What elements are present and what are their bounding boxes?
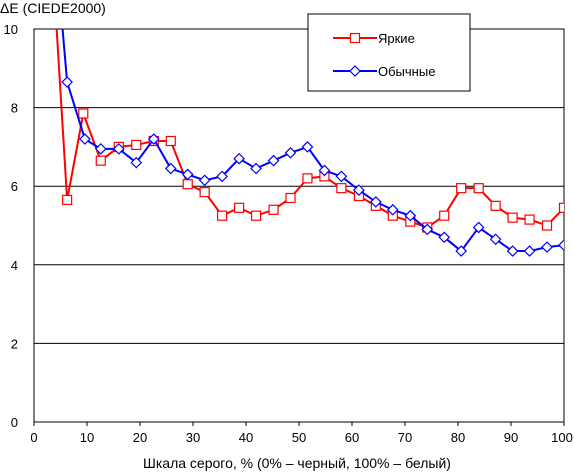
data-point <box>131 139 142 151</box>
data-point <box>285 192 296 204</box>
y-axis-ticks: 0 2 4 6 8 10 <box>4 22 18 430</box>
x-tick-label: 60 <box>345 430 359 445</box>
data-point <box>284 146 297 159</box>
data-point <box>61 76 73 88</box>
data-point <box>302 173 313 184</box>
data-point <box>524 214 535 225</box>
data-point <box>370 196 382 208</box>
data-point <box>164 162 177 175</box>
y-axis-label: ΔE (CIEDE2000) <box>0 0 106 16</box>
gridlines <box>34 107 564 344</box>
x-tick-label: 40 <box>239 430 253 445</box>
data-point <box>268 204 279 215</box>
x-tick-label: 70 <box>398 430 412 445</box>
legend-marker <box>349 65 361 77</box>
data-point <box>353 184 365 196</box>
x-tick-label: 90 <box>504 430 518 445</box>
data-point <box>507 212 518 223</box>
x-axis-label: Шкала серого, % (0% – черный, 100% – бел… <box>143 455 451 471</box>
legend-label: Яркие <box>378 31 415 46</box>
data-point <box>267 154 280 167</box>
x-axis-ticks: 0 10 20 30 40 50 60 70 80 90 100 <box>30 422 573 445</box>
data-point <box>506 245 519 257</box>
data-point <box>558 202 564 213</box>
legend-marker <box>349 32 361 44</box>
data-point <box>439 210 450 221</box>
x-tick-label: 80 <box>451 430 465 445</box>
data-point <box>421 223 434 236</box>
x-tick-label: 0 <box>30 430 37 445</box>
data-point <box>94 143 107 155</box>
data-point <box>301 141 314 153</box>
data-point <box>130 156 143 169</box>
x-tick-label: 20 <box>133 430 147 445</box>
data-point <box>181 168 194 181</box>
data-point <box>233 152 245 165</box>
data-point <box>217 210 228 221</box>
data-point <box>250 162 262 175</box>
data-point <box>78 108 89 119</box>
series-2 <box>61 29 564 257</box>
y-tick-label: 10 <box>4 22 18 37</box>
x-tick-label: 50 <box>292 430 306 445</box>
data-point <box>79 133 91 145</box>
legend-label: Обычные <box>378 64 435 79</box>
x-tick-label: 30 <box>186 430 200 445</box>
series-layer <box>55 29 564 257</box>
data-point <box>404 209 417 222</box>
data-point <box>62 194 73 206</box>
data-point <box>438 231 451 244</box>
y-tick-label: 0 <box>11 415 18 430</box>
legend: Яркие Обычные <box>307 13 471 92</box>
data-point <box>455 245 468 257</box>
x-tick-label: 100 <box>551 430 573 445</box>
data-point <box>216 170 228 183</box>
data-point <box>182 179 193 190</box>
data-point <box>199 186 210 198</box>
data-point <box>541 220 553 231</box>
data-point <box>336 183 347 194</box>
y-tick-label: 8 <box>11 101 18 116</box>
legend-box <box>307 13 471 92</box>
data-point <box>335 170 348 183</box>
x-tick-label: 10 <box>80 430 94 445</box>
data-point <box>112 143 125 155</box>
y-tick-label: 6 <box>11 179 18 194</box>
data-point <box>523 245 536 257</box>
data-point <box>541 241 553 253</box>
data-point <box>472 221 485 234</box>
data-point <box>490 200 501 211</box>
data-point <box>558 239 564 251</box>
data-point <box>165 135 176 147</box>
data-point <box>250 210 262 221</box>
plot-frame <box>33 28 565 423</box>
data-point <box>198 174 211 187</box>
data-point <box>95 155 106 166</box>
data-point <box>147 133 160 145</box>
data-point <box>234 202 245 213</box>
data-point <box>386 203 399 216</box>
data-point <box>473 183 484 194</box>
data-point <box>489 233 502 246</box>
y-tick-label: 2 <box>11 336 18 351</box>
data-point <box>456 183 467 194</box>
data-point <box>318 164 331 177</box>
y-tick-label: 4 <box>11 258 18 273</box>
